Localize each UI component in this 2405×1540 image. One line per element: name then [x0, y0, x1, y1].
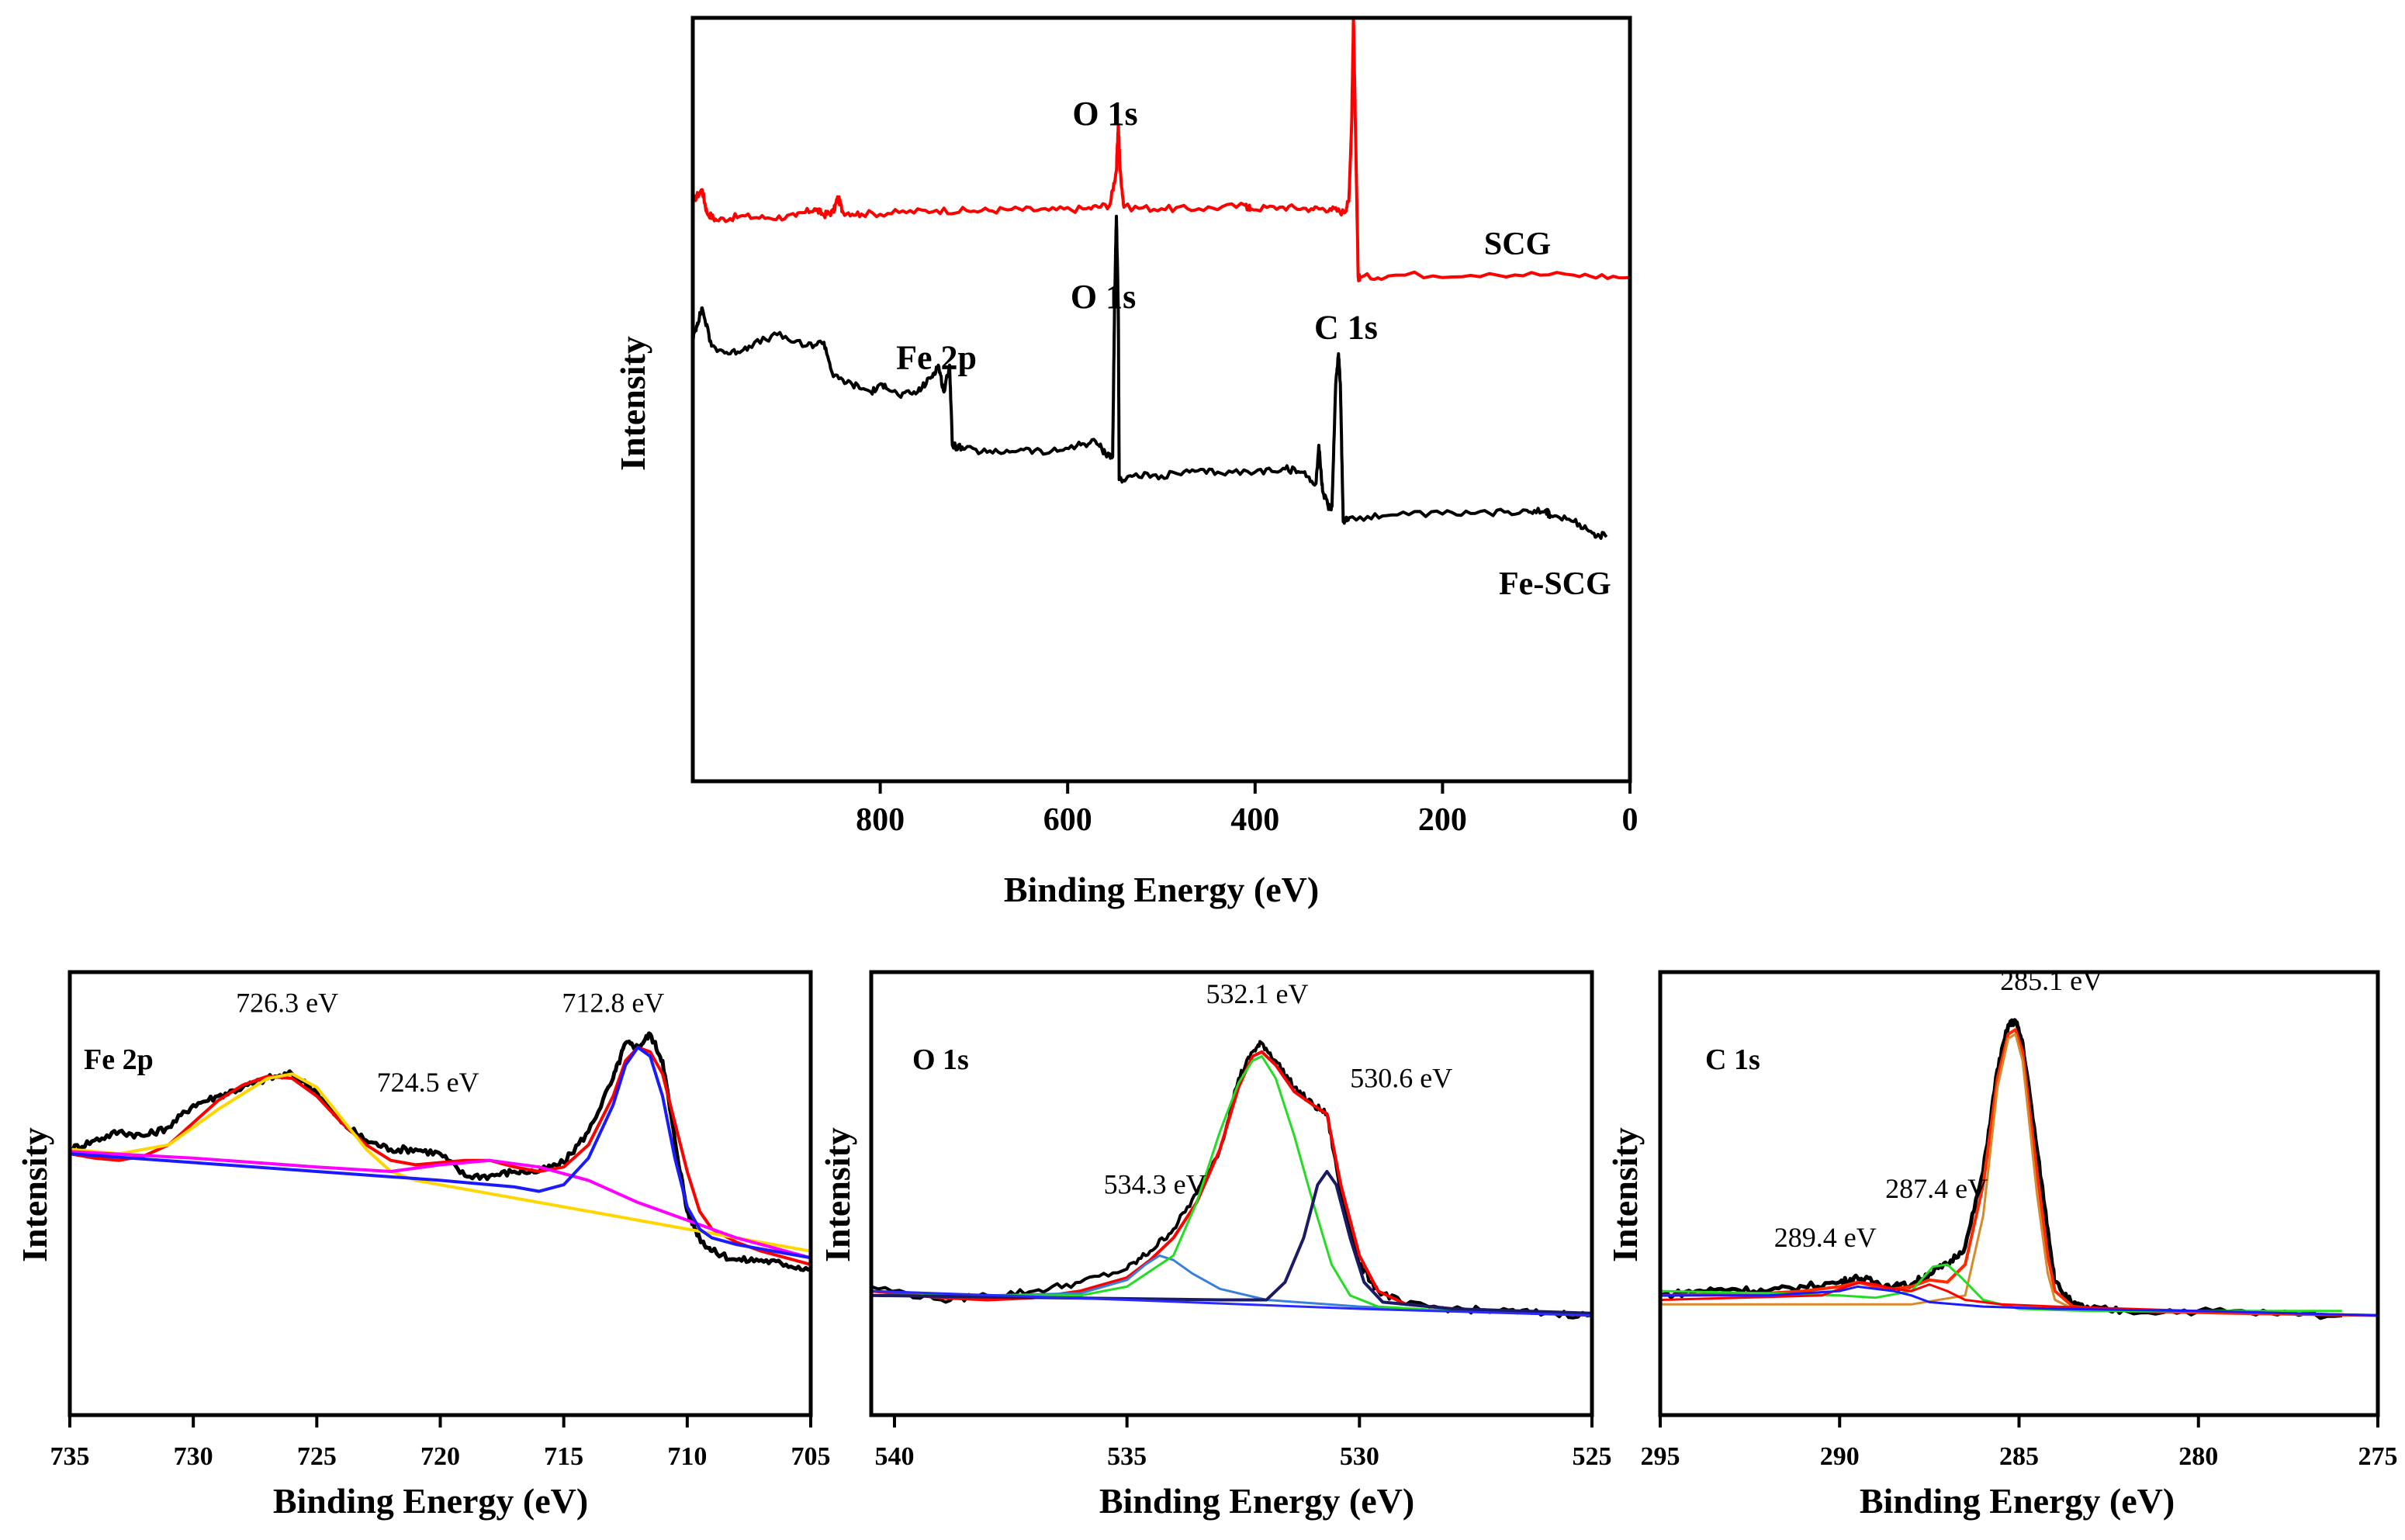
fe2p-x-tick-label: 720 — [420, 1442, 460, 1471]
c1s-panel-tag: C 1s — [1705, 1043, 1760, 1076]
c1s-series-289-4-ev — [1659, 1281, 2379, 1317]
o1s-series-532-1-ev — [871, 1055, 1593, 1317]
o1s-x-tick-label: 540 — [874, 1442, 914, 1471]
o1s-series-530-6-ev — [870, 1170, 1593, 1315]
c1s-y-axis-title: Intensity — [1605, 1127, 1645, 1262]
c1s-panel: 295 290 285 280 275 C 1s Binding Energy (eV)… — [1605, 965, 2398, 1521]
survey-series-fe-scg — [691, 214, 1608, 540]
survey-annotation-label: Fe-SCG — [1499, 566, 1611, 602]
c1s-series-group — [1659, 1018, 2379, 1320]
c1s-x-ticks: 295 290 285 280 275 — [1641, 1415, 2398, 1471]
c1s-x-tick-label: 290 — [1820, 1442, 1860, 1471]
c1s-series-envelope — [1659, 1028, 2379, 1317]
c1s-x-axis-title: Binding Energy (eV) — [1860, 1481, 2175, 1521]
o1s-panel-tag: O 1s — [912, 1043, 969, 1076]
c1s-x-tick-label: 280 — [2178, 1442, 2218, 1471]
survey-annotation-label: SCG — [1484, 227, 1551, 262]
fe2p-series-group — [68, 1031, 811, 1272]
c1s-series-285-1-ev — [1660, 1033, 2379, 1317]
survey-annotation-label: Fe 2p — [896, 339, 977, 377]
c1s-annotations: 285.1 eV 287.4 eV 289.4 eV — [1774, 965, 2102, 1253]
c1s-series-background — [1660, 1285, 2379, 1317]
o1s-panel: 540 535 530 525 O 1s Binding Energy (eV) In… — [818, 970, 1612, 1521]
survey-annotation-label: O 1s — [1071, 278, 1136, 316]
survey-x-tick-label: 600 — [1043, 802, 1092, 838]
fe2p-series-raw — [68, 1031, 811, 1272]
c1s-x-tick-label: 275 — [2358, 1442, 2398, 1471]
o1s-series-534-3-ev — [870, 1254, 1593, 1317]
o1s-x-tick-label: 530 — [1340, 1442, 1379, 1471]
o1s-series-raw — [870, 1040, 1593, 1320]
fe2p-x-tick-label: 715 — [544, 1442, 583, 1471]
fe2p-x-tick-label: 735 — [50, 1442, 90, 1471]
o1s-annotations: 532.1 eV 530.6 eV 534.3 eV — [1104, 978, 1453, 1200]
survey-panel: 800 600 400 200 0 Binding Energy (eV) Intens… — [613, 16, 1639, 909]
c1s-annotation-label: 289.4 eV — [1774, 1222, 1877, 1253]
survey-y-axis-title: Intensity — [613, 336, 652, 471]
fe2p-panel: 735 730 725 720 715 710 705 Fe 2p Binding Ener… — [15, 970, 831, 1521]
o1s-x-tick-label: 525 — [1573, 1442, 1612, 1471]
fe2p-annotation-label: 724.5 eV — [377, 1067, 479, 1098]
o1s-series-envelope — [870, 1050, 1593, 1317]
fe2p-x-tick-label: 705 — [791, 1442, 831, 1471]
fe2p-annotation-label: 712.8 eV — [562, 987, 664, 1018]
fe2p-x-tick-label: 710 — [667, 1442, 707, 1471]
fe2p-y-axis-title: Intensity — [15, 1127, 54, 1262]
survey-x-tick-label: 800 — [856, 802, 905, 838]
c1s-annotation-label: 287.4 eV — [1885, 1173, 1988, 1204]
survey-plot-frame — [690, 16, 1632, 784]
survey-x-tick-label: 200 — [1418, 802, 1467, 838]
survey-annotation-label: C 1s — [1314, 308, 1378, 346]
fe2p-x-axis-title: Binding Energy (eV) — [273, 1481, 588, 1521]
o1s-y-axis-title: Intensity — [818, 1127, 857, 1262]
o1s-x-axis-title: Binding Energy (eV) — [1099, 1481, 1414, 1521]
o1s-annotation-label: 534.3 eV — [1104, 1169, 1206, 1200]
survey-x-tick-label: 400 — [1230, 802, 1279, 838]
c1s-x-tick-label: 295 — [1641, 1442, 1680, 1471]
fe2p-plot-frame — [67, 970, 813, 1417]
survey-x-ticks: 800 600 400 200 0 — [856, 781, 1639, 838]
fe2p-x-tick-label: 730 — [174, 1442, 213, 1471]
o1s-annotation-label: 532.1 eV — [1206, 978, 1308, 1009]
o1s-x-tick-label: 535 — [1107, 1442, 1147, 1471]
fe2p-x-tick-label: 725 — [297, 1442, 337, 1471]
survey-x-tick-label: 0 — [1622, 802, 1639, 838]
o1s-annotation-label: 530.6 eV — [1350, 1062, 1452, 1093]
o1s-x-ticks: 540 535 530 525 — [874, 1415, 1612, 1471]
fe2p-panel-tag: Fe 2p — [84, 1043, 154, 1076]
o1s-series-group — [870, 1040, 1593, 1320]
fe2p-x-ticks: 735 730 725 720 715 710 705 — [50, 1415, 831, 1471]
o1s-plot-frame — [869, 970, 1594, 1417]
survey-annotation-label: O 1s — [1072, 95, 1137, 133]
fe2p-series-712-8-ev — [69, 1046, 811, 1260]
survey-series-group — [691, 16, 1631, 540]
survey-x-axis-title: Binding Energy (eV) — [1004, 870, 1319, 909]
fe2p-series-724-5-ev — [69, 1150, 811, 1260]
survey-series-scg — [691, 16, 1631, 282]
c1s-annotation-label: 285.1 eV — [2000, 965, 2102, 996]
c1s-x-tick-label: 285 — [1999, 1442, 2039, 1471]
fe2p-annotations: 726.3 eV 724.5 eV 712.8 eV — [236, 987, 664, 1098]
fe2p-annotation-label: 726.3 eV — [236, 987, 338, 1018]
c1s-series-287-4-ev — [1659, 1263, 2342, 1313]
o1s-series-background — [870, 1289, 1593, 1317]
